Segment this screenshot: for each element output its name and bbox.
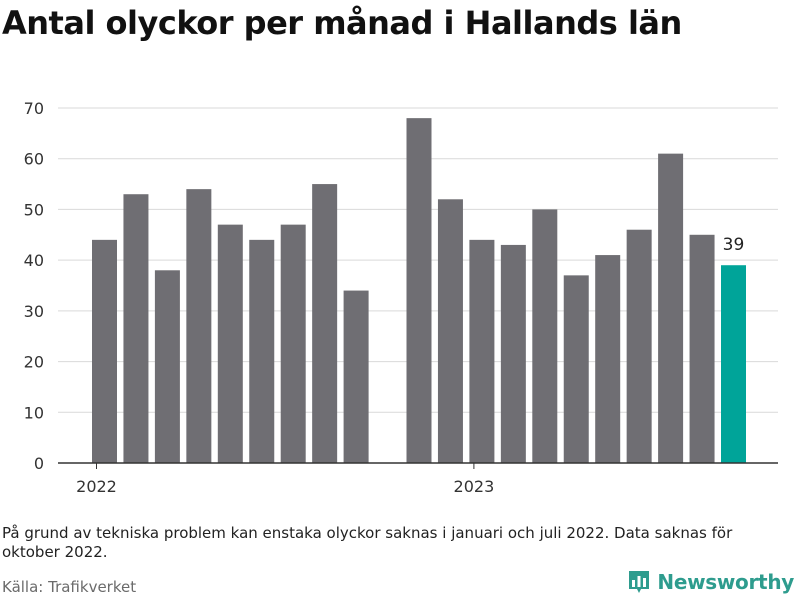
y-axis-ticks: 0 10 20 30 40 50 60 70	[24, 99, 44, 473]
bar-chart: 0 10 20 30 40 50 60 70 2022 2023 39	[24, 99, 778, 496]
y-tick-label: 10	[24, 403, 44, 422]
bar-chart-logo-icon	[629, 571, 650, 593]
brand-logo: Newsworthy	[627, 569, 794, 595]
x-tick-label: 2022	[76, 477, 117, 496]
bar	[437, 199, 463, 464]
bar	[626, 229, 652, 463]
y-tick-label: 30	[24, 302, 44, 321]
highlighted-bar	[721, 265, 746, 463]
y-tick-label: 70	[24, 99, 44, 118]
y-tick-label: 20	[24, 353, 44, 372]
brand-name: Newsworthy	[657, 570, 794, 594]
bar	[563, 275, 589, 463]
bar	[92, 239, 117, 463]
bar	[406, 118, 432, 464]
x-tick-label: 2023	[454, 477, 495, 496]
bar	[689, 234, 715, 463]
bar	[312, 184, 338, 464]
y-tick-label: 60	[24, 150, 44, 169]
bars	[92, 118, 746, 464]
chart-note: På grund av tekniska problem kan enstaka…	[2, 524, 733, 561]
y-tick-label: 40	[24, 251, 44, 270]
bar	[500, 244, 526, 463]
data-labels: 39	[723, 235, 745, 255]
bar	[532, 209, 558, 463]
source-text: Källa: Trafikverket	[2, 578, 137, 596]
bar	[217, 224, 243, 463]
bar	[280, 224, 306, 463]
bar	[249, 239, 275, 463]
bar-value-label: 39	[723, 235, 745, 255]
chart-title: Antal olyckor per månad i Hallands län	[2, 4, 682, 42]
bar	[154, 270, 180, 463]
bar	[658, 153, 684, 463]
y-tick-label: 0	[34, 454, 44, 473]
bar	[186, 189, 212, 463]
y-tick-label: 50	[24, 200, 44, 219]
bar	[469, 239, 495, 463]
x-axis-ticks: 2022 2023	[76, 463, 494, 496]
bar	[595, 255, 621, 463]
bar	[123, 194, 149, 463]
bar	[343, 290, 369, 463]
